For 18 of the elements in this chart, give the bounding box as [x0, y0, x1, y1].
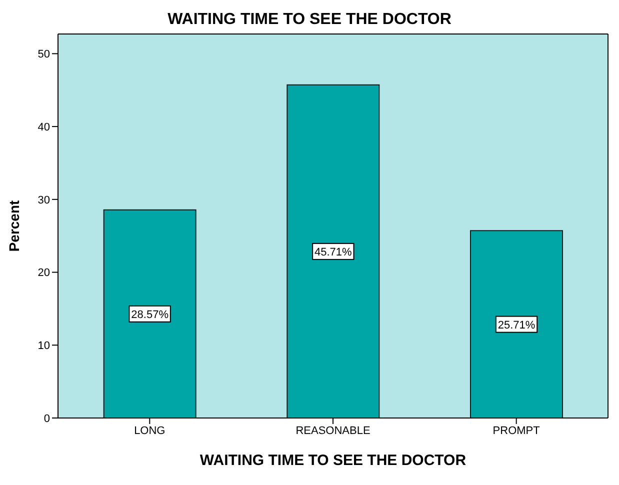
x-tick-label: PROMPT [492, 424, 540, 437]
x-tick-label: LONG [134, 424, 166, 437]
y-axis-title: Percent [6, 200, 22, 252]
y-tick-label: 50 [38, 48, 50, 61]
data-label: 28.57% [131, 308, 169, 321]
data-label: 25.71% [498, 319, 536, 332]
data-label: 45.71% [314, 246, 352, 258]
chart-title: WAITING TIME TO SEE THE DOCTOR [166, 10, 452, 30]
bar [286, 84, 380, 418]
bar [103, 209, 196, 418]
x-tick-label: REASONABLE [296, 424, 370, 437]
y-tick-label: 40 [38, 121, 50, 134]
y-tick-label: 0 [44, 412, 50, 425]
y-tick-label: 10 [38, 340, 50, 352]
y-tick-label: 20 [38, 267, 50, 280]
bar [470, 230, 563, 418]
x-axis-title: WAITING TIME TO SEE THE DOCTOR [200, 452, 466, 469]
y-tick-label: 30 [38, 194, 50, 206]
